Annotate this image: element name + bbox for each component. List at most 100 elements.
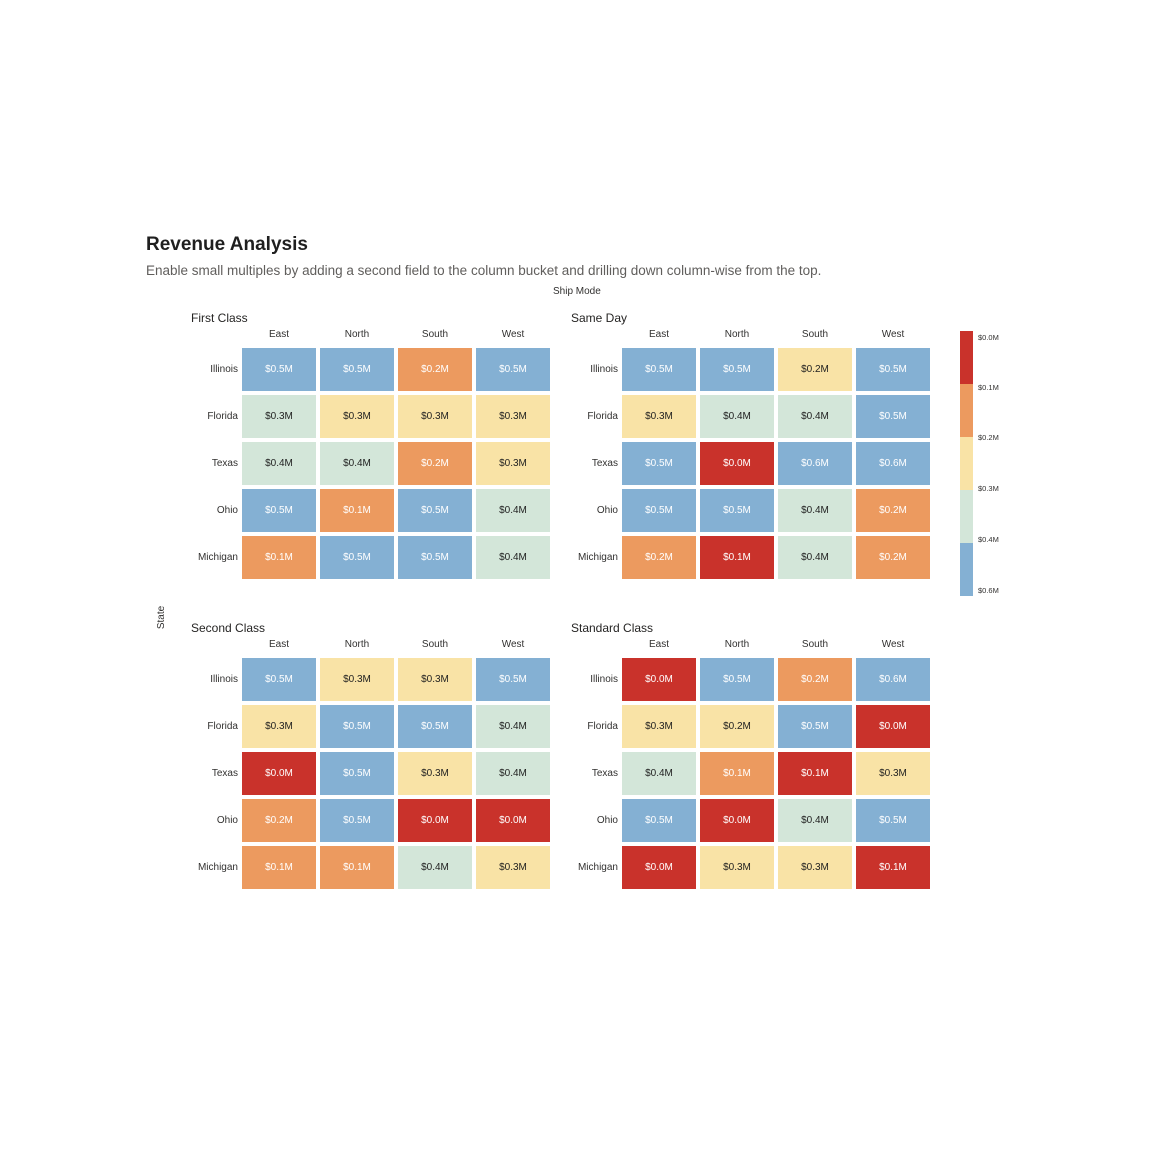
heatmap-cell[interactable]: $0.5M	[476, 348, 550, 391]
heatmap-cell[interactable]: $0.2M	[398, 348, 472, 391]
heatmap-cell[interactable]: $0.0M	[700, 442, 774, 485]
heatmap-cell[interactable]: $0.5M	[242, 658, 316, 701]
panel-same-day: Same Day East North South West Illinois $0.5M $…	[571, 311, 941, 586]
heatmap-cell[interactable]: $0.2M	[778, 658, 852, 701]
heatmap-cell[interactable]: $0.5M	[622, 348, 696, 391]
heatmap-cell[interactable]: $0.3M	[320, 395, 394, 438]
row-header-illinois: Illinois	[210, 674, 238, 685]
heatmap-cell[interactable]: $0.0M	[856, 705, 930, 748]
heatmap-cell[interactable]: $0.3M	[398, 658, 472, 701]
heatmap-cell[interactable]: $0.5M	[398, 705, 472, 748]
legend-label: $0.1M	[978, 383, 999, 392]
heatmap-cell[interactable]: $0.4M	[476, 489, 550, 532]
heatmap-cell[interactable]: $0.5M	[856, 799, 930, 842]
heatmap-cell[interactable]: $0.4M	[398, 846, 472, 889]
heatmap-cell[interactable]: $0.1M	[856, 846, 930, 889]
heatmap-cell[interactable]: $0.5M	[320, 348, 394, 391]
heatmap-cell[interactable]: $0.1M	[320, 489, 394, 532]
heatmap-cell[interactable]: $0.4M	[778, 536, 852, 579]
heatmap-cell[interactable]: $0.3M	[398, 395, 472, 438]
row-header-ohio: Ohio	[596, 815, 618, 826]
heatmap-cell[interactable]: $0.4M	[320, 442, 394, 485]
heatmap-cell[interactable]: $0.2M	[622, 536, 696, 579]
heatmap-cell[interactable]: $0.1M	[700, 536, 774, 579]
heatmap-cell[interactable]: $0.5M	[622, 489, 696, 532]
row-header-ohio: Ohio	[596, 505, 618, 516]
heatmap-cell[interactable]: $0.5M	[700, 489, 774, 532]
heatmap-cell[interactable]: $0.4M	[778, 489, 852, 532]
heatmap-cell[interactable]: $0.5M	[856, 348, 930, 391]
heatmap-cell[interactable]: $0.3M	[398, 752, 472, 795]
heatmap-cell[interactable]: $0.4M	[476, 752, 550, 795]
heatmap-cell[interactable]: $0.3M	[778, 846, 852, 889]
row-header-ohio: Ohio	[216, 505, 238, 516]
heatmap-cell[interactable]: $0.2M	[856, 489, 930, 532]
heatmap-cell[interactable]: $0.5M	[398, 536, 472, 579]
column-header-north: North	[724, 329, 750, 340]
heatmap-cell[interactable]: $0.4M	[700, 395, 774, 438]
row-field-label: State	[156, 605, 168, 630]
heatmap-cell[interactable]: $0.0M	[622, 658, 696, 701]
heatmap-cell[interactable]: $0.3M	[700, 846, 774, 889]
heatmap-cell[interactable]: $0.4M	[476, 705, 550, 748]
legend-label: $0.2M	[978, 433, 999, 442]
heatmap-cell[interactable]: $0.5M	[622, 442, 696, 485]
heatmap-cell[interactable]: $0.3M	[622, 395, 696, 438]
heatmap-cell[interactable]: $0.2M	[856, 536, 930, 579]
heatmap-cell[interactable]: $0.6M	[856, 658, 930, 701]
heatmap-cell[interactable]: $0.0M	[242, 752, 316, 795]
heatmap-cell[interactable]: $0.4M	[476, 536, 550, 579]
heatmap-cell[interactable]: $0.5M	[778, 705, 852, 748]
heatmap-cell[interactable]: $0.5M	[856, 395, 930, 438]
heatmap-cell[interactable]: $0.3M	[856, 752, 930, 795]
heatmap-cell[interactable]: $0.0M	[476, 799, 550, 842]
heatmap-cell[interactable]: $0.2M	[398, 442, 472, 485]
row-header-florida: Florida	[207, 721, 238, 732]
heatmap-cell[interactable]: $0.5M	[320, 799, 394, 842]
heatmap-cell[interactable]: $0.3M	[242, 705, 316, 748]
heatmap-cell[interactable]: $0.5M	[242, 489, 316, 532]
heatmap-cell[interactable]: $0.3M	[476, 846, 550, 889]
heatmap-cell[interactable]: $0.3M	[476, 442, 550, 485]
heatmap-cell[interactable]: $0.1M	[778, 752, 852, 795]
heatmap-cell[interactable]: $0.2M	[700, 705, 774, 748]
column-header-south: South	[801, 639, 829, 650]
heatmap-cell[interactable]: $0.4M	[622, 752, 696, 795]
heatmap-cell[interactable]: $0.1M	[242, 846, 316, 889]
page-subtitle: Enable small multiples by adding a secon…	[146, 263, 822, 278]
color-legend: $0.0M $0.1M $0.2M $0.3M $0.4M $0.6M	[960, 331, 1020, 597]
heatmap-cell[interactable]: $0.5M	[320, 752, 394, 795]
panel-title: Same Day	[571, 311, 628, 325]
heatmap-cell[interactable]: $0.3M	[320, 658, 394, 701]
heatmap-cell[interactable]: $0.1M	[242, 536, 316, 579]
heatmap-cell[interactable]: $0.5M	[320, 705, 394, 748]
heatmap-cell[interactable]: $0.3M	[242, 395, 316, 438]
heatmap-cell[interactable]: $0.1M	[320, 846, 394, 889]
heatmap-cell[interactable]: $0.2M	[778, 348, 852, 391]
heatmap-cell[interactable]: $0.5M	[700, 658, 774, 701]
heatmap-cell[interactable]: $0.5M	[398, 489, 472, 532]
heatmap-cell[interactable]: $0.3M	[622, 705, 696, 748]
heatmap-cell[interactable]: $0.1M	[700, 752, 774, 795]
column-header-west: West	[881, 329, 905, 340]
column-header-west: West	[501, 639, 525, 650]
heatmap-cell[interactable]: $0.5M	[700, 348, 774, 391]
heatmap-cell[interactable]: $0.5M	[320, 536, 394, 579]
heatmap-cell[interactable]: $0.6M	[856, 442, 930, 485]
heatmap-cell[interactable]: $0.5M	[476, 658, 550, 701]
row-header-texas: Texas	[591, 458, 618, 469]
row-header-illinois: Illinois	[210, 364, 238, 375]
heatmap-cell[interactable]: $0.0M	[700, 799, 774, 842]
heatmap-cell[interactable]: $0.0M	[622, 846, 696, 889]
heatmap-cell[interactable]: $0.0M	[398, 799, 472, 842]
heatmap-cell[interactable]: $0.2M	[242, 799, 316, 842]
row-header-florida: Florida	[587, 411, 618, 422]
heatmap-cell[interactable]: $0.5M	[622, 799, 696, 842]
heatmap-cell[interactable]: $0.6M	[778, 442, 852, 485]
heatmap-cell[interactable]: $0.4M	[778, 799, 852, 842]
heatmap-cell[interactable]: $0.5M	[242, 348, 316, 391]
heatmap-cell[interactable]: $0.4M	[778, 395, 852, 438]
column-header-north: North	[344, 639, 370, 650]
heatmap-cell[interactable]: $0.3M	[476, 395, 550, 438]
heatmap-cell[interactable]: $0.4M	[242, 442, 316, 485]
